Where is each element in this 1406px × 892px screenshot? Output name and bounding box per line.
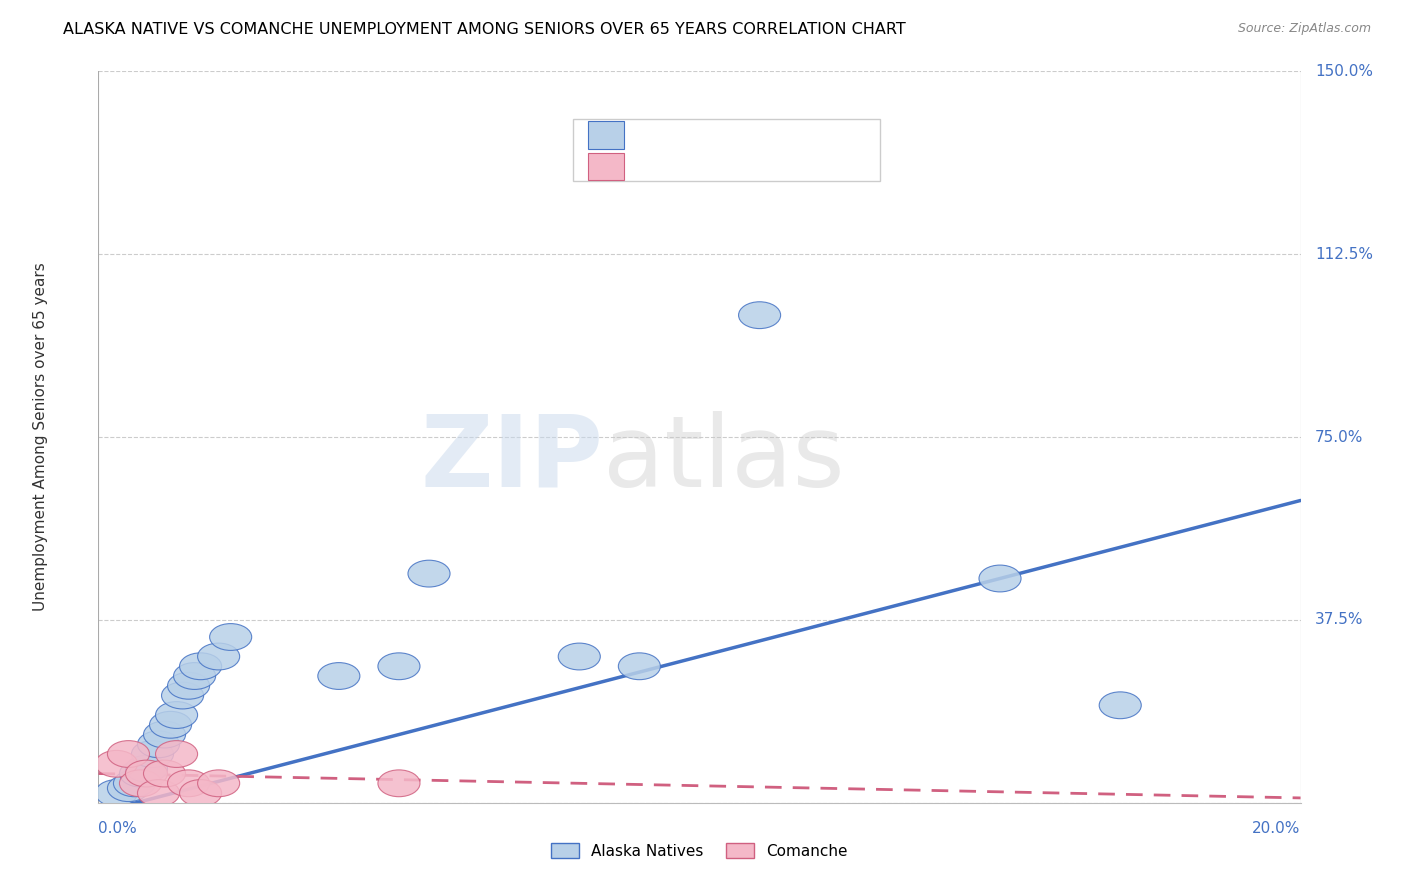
- Ellipse shape: [558, 643, 600, 670]
- Ellipse shape: [619, 653, 661, 680]
- FancyBboxPatch shape: [588, 153, 624, 180]
- Ellipse shape: [120, 760, 162, 787]
- Ellipse shape: [125, 756, 167, 782]
- Ellipse shape: [156, 740, 198, 767]
- Ellipse shape: [125, 760, 167, 787]
- Text: 20.0%: 20.0%: [1253, 821, 1301, 836]
- Ellipse shape: [318, 663, 360, 690]
- Ellipse shape: [143, 721, 186, 747]
- Ellipse shape: [198, 770, 239, 797]
- Ellipse shape: [378, 770, 420, 797]
- Ellipse shape: [96, 780, 138, 806]
- Ellipse shape: [107, 775, 149, 802]
- Ellipse shape: [408, 560, 450, 587]
- Text: atlas: atlas: [603, 410, 845, 508]
- Ellipse shape: [979, 566, 1021, 592]
- Ellipse shape: [143, 760, 186, 787]
- Ellipse shape: [114, 770, 156, 797]
- Text: ZIP: ZIP: [420, 410, 603, 508]
- FancyBboxPatch shape: [588, 121, 624, 149]
- Text: Unemployment Among Seniors over 65 years: Unemployment Among Seniors over 65 years: [34, 263, 48, 611]
- FancyBboxPatch shape: [574, 119, 880, 181]
- Ellipse shape: [180, 653, 222, 680]
- Ellipse shape: [120, 770, 162, 797]
- Ellipse shape: [132, 740, 173, 767]
- Ellipse shape: [138, 780, 180, 806]
- Text: 37.5%: 37.5%: [1315, 613, 1364, 627]
- Ellipse shape: [107, 740, 149, 767]
- Text: 150.0%: 150.0%: [1315, 64, 1374, 78]
- Ellipse shape: [167, 770, 209, 797]
- Ellipse shape: [162, 682, 204, 709]
- Ellipse shape: [96, 750, 138, 777]
- Ellipse shape: [167, 673, 209, 699]
- Text: 112.5%: 112.5%: [1315, 247, 1374, 261]
- Text: R =  0.588   N = 24: R = 0.588 N = 24: [638, 128, 811, 143]
- Ellipse shape: [138, 731, 180, 757]
- Ellipse shape: [156, 702, 198, 729]
- Ellipse shape: [149, 712, 191, 739]
- Ellipse shape: [209, 624, 252, 650]
- Ellipse shape: [198, 643, 239, 670]
- Text: Source: ZipAtlas.com: Source: ZipAtlas.com: [1237, 22, 1371, 36]
- Text: 0.0%: 0.0%: [98, 821, 138, 836]
- Text: ALASKA NATIVE VS COMANCHE UNEMPLOYMENT AMONG SENIORS OVER 65 YEARS CORRELATION C: ALASKA NATIVE VS COMANCHE UNEMPLOYMENT A…: [63, 22, 905, 37]
- Ellipse shape: [1099, 692, 1142, 719]
- Ellipse shape: [180, 780, 222, 806]
- Ellipse shape: [378, 653, 420, 680]
- Text: R = -0.319   N =  11: R = -0.319 N = 11: [638, 159, 821, 174]
- Ellipse shape: [173, 663, 215, 690]
- Ellipse shape: [738, 301, 780, 328]
- Text: 75.0%: 75.0%: [1315, 430, 1364, 444]
- Legend: Alaska Natives, Comanche: Alaska Natives, Comanche: [546, 837, 853, 864]
